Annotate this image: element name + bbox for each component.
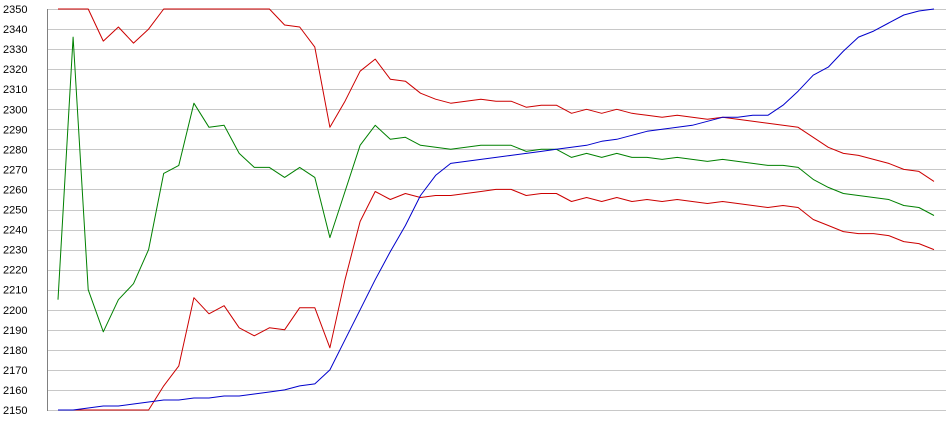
y-tick-label: 2350 — [3, 4, 27, 16]
y-tick-label: 2300 — [3, 104, 27, 116]
y-tick-label: 2270 — [3, 164, 27, 176]
y-tick-label: 2240 — [3, 225, 27, 237]
y-tick-label: 2220 — [3, 265, 27, 277]
y-axis-ticks: 2150 2160 2170 2180 2190 2200 2210 2220 2230 2240… — [3, 4, 27, 417]
y-tick-label: 2190 — [3, 325, 27, 337]
y-tick-label: 2310 — [3, 84, 27, 96]
grid — [47, 9, 946, 411]
y-tick-label: 2280 — [3, 144, 27, 156]
y-tick-label: 2200 — [3, 305, 27, 317]
y-tick-label: 2340 — [3, 24, 27, 36]
y-tick-label: 2160 — [3, 385, 27, 397]
series-line-1 — [58, 8, 935, 182]
y-tick-label: 2320 — [3, 64, 27, 76]
y-tick-label: 2260 — [3, 184, 27, 196]
y-tick-label: 2290 — [3, 124, 27, 136]
y-tick-label: 2210 — [3, 285, 27, 297]
y-tick-label: 2250 — [3, 205, 27, 217]
y-tick-label: 2180 — [3, 345, 27, 357]
series-line-4 — [58, 8, 935, 411]
series-line-3 — [57, 36, 935, 333]
series-lines — [57, 8, 935, 411]
y-tick-label: 2150 — [3, 405, 27, 417]
y-tick-label: 2230 — [3, 245, 27, 257]
y-tick-label: 2170 — [3, 365, 27, 377]
y-tick-label: 2330 — [3, 44, 27, 56]
series-line-2 — [58, 188, 935, 411]
